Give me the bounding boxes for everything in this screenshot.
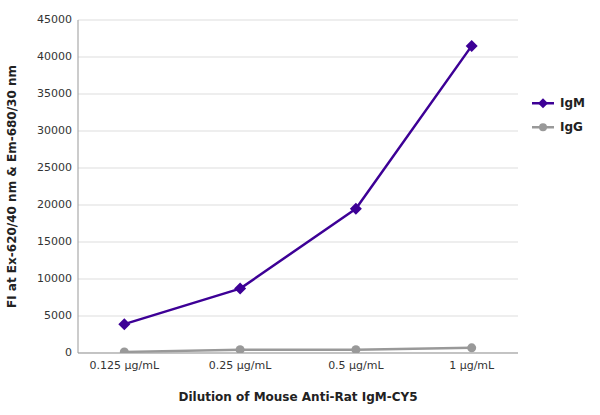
marker [351, 345, 360, 353]
marker [236, 345, 245, 353]
y-tick-label: 20000 [37, 198, 72, 211]
y-tick-label: 10000 [37, 272, 72, 285]
y-tick-label: 0 [65, 346, 72, 359]
x-axis-label: Dilution of Mouse Anti-Rat IgM-CY5 [178, 390, 417, 404]
marker [350, 203, 362, 215]
chart: 0 5000 10000 15000 20000 25000 30000 35000 40000… [0, 0, 600, 415]
legend-marker [538, 98, 548, 108]
x-tick-label: 0.5 μg/mL [328, 359, 384, 372]
x-tick-label: 1 μg/mL [449, 359, 495, 372]
plot-area [118, 40, 477, 353]
grid-line [78, 94, 518, 95]
series [118, 40, 477, 330]
marker [234, 283, 246, 295]
grid-line [78, 168, 518, 169]
grid-line [78, 57, 518, 58]
marker [120, 347, 129, 353]
marker [467, 343, 476, 352]
y-tick-label: 35000 [37, 87, 72, 100]
y-tick-label: 5000 [44, 309, 72, 322]
y-axis [78, 20, 79, 353]
y-tick-label: 15000 [37, 235, 72, 248]
legend-label: IgM [560, 96, 585, 110]
line [124, 46, 471, 324]
marker [466, 40, 478, 52]
line [124, 348, 471, 352]
y-tick-label: 45000 [37, 13, 72, 26]
legend: IgM IgG [532, 96, 585, 134]
y-axis-label: FI at Ex-620/40 nm & Em-680/30 nm [5, 65, 19, 308]
x-tick-label: 0.25 μg/mL [209, 359, 272, 372]
grid-line [78, 131, 518, 132]
x-tick-label: 0.125 μg/mL [90, 359, 160, 372]
y-tick-label: 40000 [37, 50, 72, 63]
legend-label: IgG [560, 120, 583, 134]
grid-line [78, 316, 518, 317]
grid-line [78, 242, 518, 243]
grid-line [78, 20, 518, 21]
y-tick-label: 25000 [37, 161, 72, 174]
legend-marker [539, 123, 547, 131]
y-tick-label: 30000 [37, 124, 72, 137]
grid-line [78, 205, 518, 206]
grid-line [78, 279, 518, 280]
marker [118, 318, 130, 330]
series [120, 343, 476, 353]
